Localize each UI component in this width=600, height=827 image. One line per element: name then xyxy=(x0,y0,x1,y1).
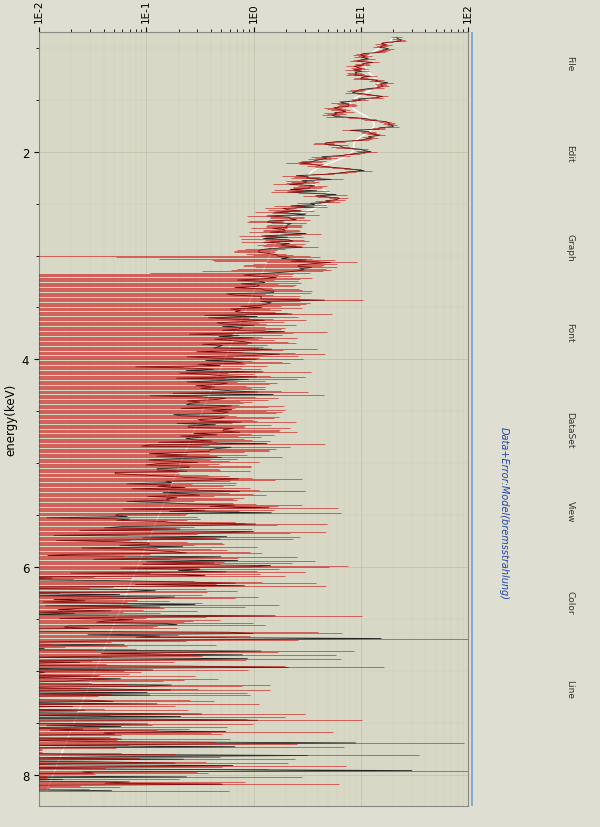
Text: Font: Font xyxy=(566,323,575,342)
Text: Data+Error:Model(bremsstrahlung): Data+Error:Model(bremsstrahlung) xyxy=(499,426,508,599)
Text: Graph: Graph xyxy=(566,234,575,262)
Text: Color: Color xyxy=(566,590,575,614)
Text: DataSet: DataSet xyxy=(566,412,575,448)
Text: Line: Line xyxy=(566,679,575,698)
Text: File: File xyxy=(566,56,575,72)
Text: View: View xyxy=(566,501,575,523)
Y-axis label: energy(keV): energy(keV) xyxy=(5,384,17,456)
Text: Edit: Edit xyxy=(566,146,575,163)
